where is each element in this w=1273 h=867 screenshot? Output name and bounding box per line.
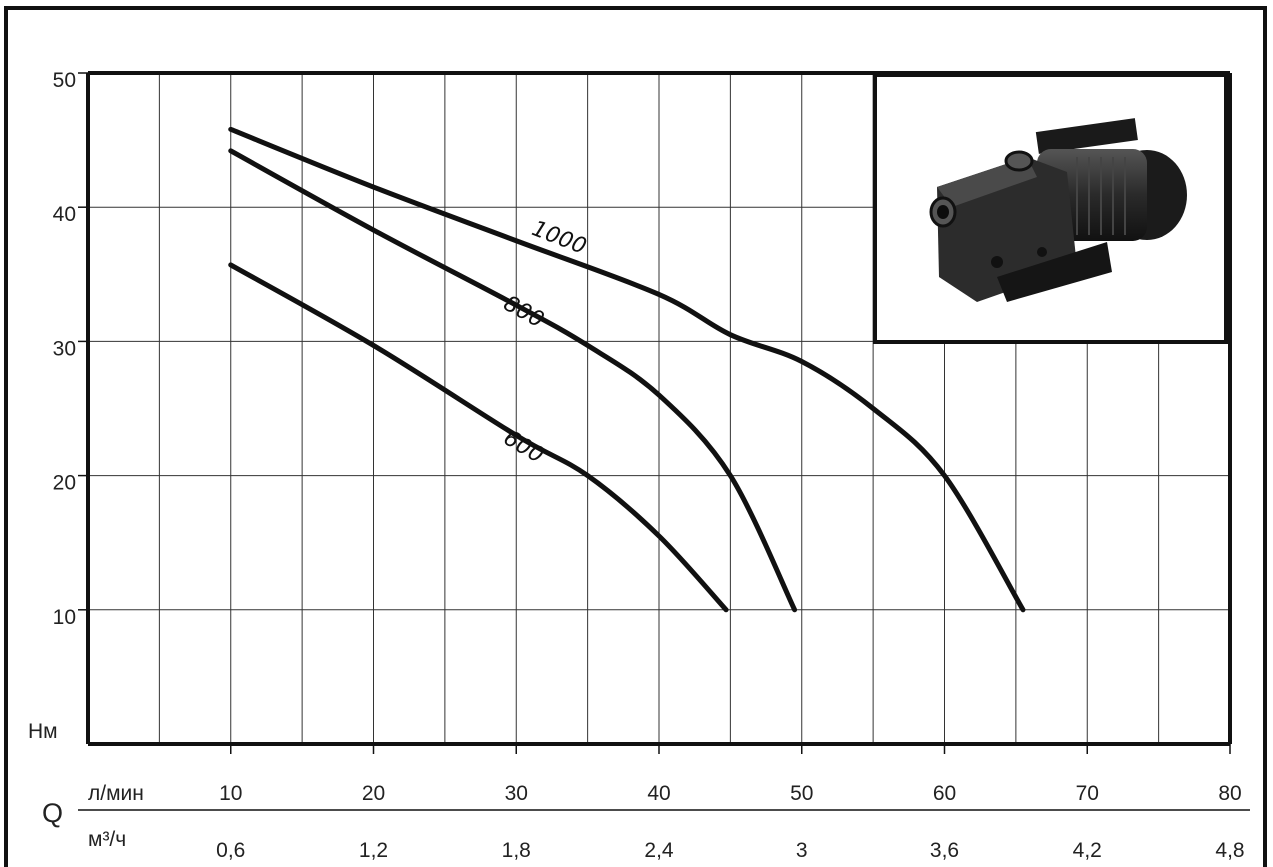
x-tick-label: 40 [647, 782, 670, 805]
product-photo-box [873, 73, 1228, 344]
curve-1000 [228, 126, 1026, 613]
x2-tick-label: 0,6 [216, 839, 245, 862]
x-tick-label: 60 [933, 782, 956, 805]
x-tick-label: 20 [362, 782, 385, 805]
x2-tick-label: 1,8 [502, 839, 531, 862]
y-tick-label: 30 [53, 337, 76, 360]
x-tick-label: 30 [505, 782, 528, 805]
x2-tick-label: 2,4 [644, 839, 674, 862]
x2-tick-label: 4,8 [1215, 839, 1244, 862]
curve-800 [228, 148, 798, 613]
curve-label-600: 600 [499, 426, 548, 469]
curve-600 [228, 262, 729, 613]
x-tick-label: 80 [1218, 782, 1241, 805]
x2-unit-label: м³/ч [88, 828, 126, 851]
x2-tick-label: 3,6 [930, 839, 959, 862]
curves [228, 126, 1026, 613]
x-unit-label: л/мин [88, 782, 144, 805]
y-axis-label: Нм [28, 720, 58, 743]
jet-pump-photo [929, 118, 1187, 302]
x-tick-label: 50 [790, 782, 813, 805]
y-tick-label: 40 [53, 203, 76, 226]
chart-frame [4, 6, 1267, 867]
y-tick-label: 50 [53, 69, 76, 92]
x2-tick-label: 4,2 [1073, 839, 1102, 862]
x2-tick-label: 3 [796, 839, 808, 862]
axes [78, 71, 1250, 811]
x-axis-symbol: Q [42, 798, 63, 828]
x2-tick-label: 1,2 [359, 839, 388, 862]
x-tick-label: 10 [219, 782, 242, 805]
y-tick-label: 20 [53, 472, 76, 495]
x-tick-label: 70 [1076, 782, 1099, 805]
curve-label-1000: 1000 [528, 216, 589, 259]
y-tick-label: 10 [53, 606, 76, 629]
